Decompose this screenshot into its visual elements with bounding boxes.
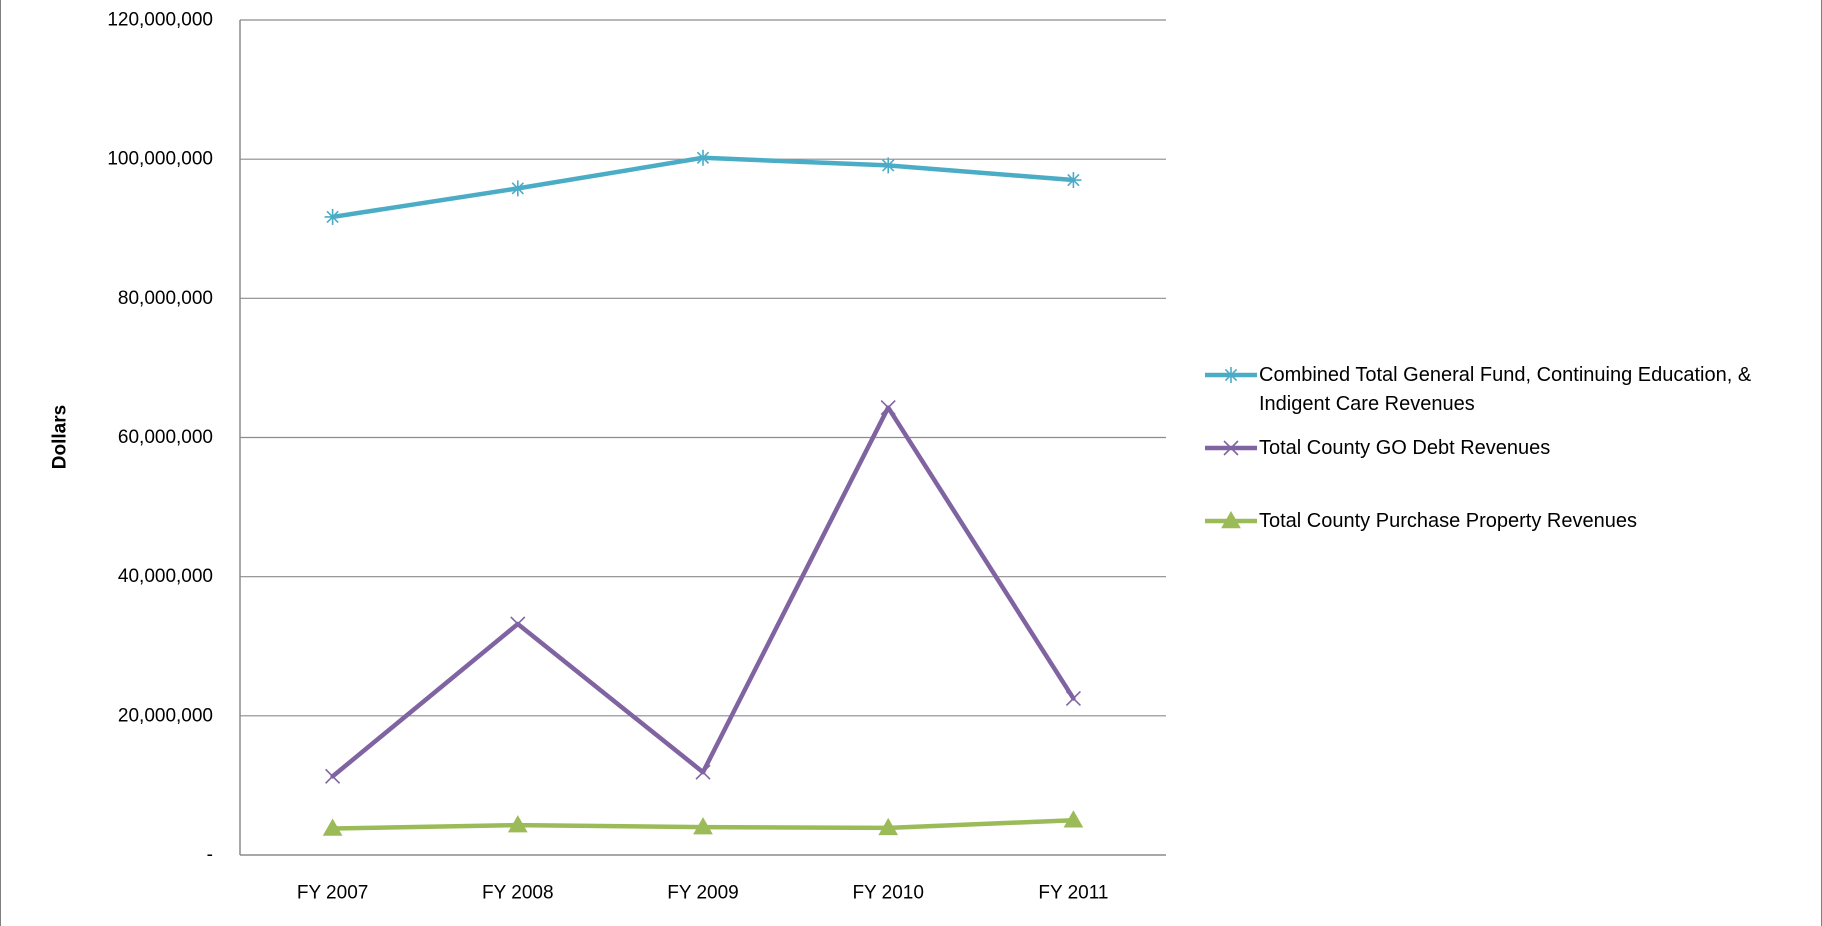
legend-label: Indigent Care Revenues (1259, 393, 1475, 415)
y-tick-labels: - 20,000,000 40,000,000 60,000,000 80,000,00… (107, 10, 213, 866)
y-tick-label: 20,000,000 (118, 705, 213, 726)
legend: Combined Total General Fund, Continuing … (1205, 364, 1752, 532)
x-tick-label: FY 2010 (852, 883, 923, 904)
data-point (322, 818, 343, 836)
y-tick-label: - (207, 845, 213, 866)
series-2 (325, 400, 1081, 784)
legend-marker (1223, 440, 1239, 456)
x-tick-label: FY 2009 (667, 883, 738, 904)
series-line (330, 405, 1076, 779)
series-1 (324, 149, 1082, 225)
data-point (880, 157, 897, 174)
legend-marker (1221, 510, 1241, 529)
data-point (695, 149, 711, 166)
series-lines (322, 149, 1084, 836)
data-point (695, 764, 711, 780)
legend-label: Combined Total General Fund, Continuing … (1259, 364, 1752, 386)
x-tick-label: FY 2011 (1038, 883, 1108, 904)
legend-item: Combined Total General Fund, Continuing … (1205, 364, 1752, 415)
legend-label: Total County Purchase Property Revenues (1259, 510, 1637, 532)
data-point (880, 400, 896, 416)
series-line (330, 155, 1076, 220)
gridlines (240, 19, 1166, 717)
series-3 (322, 810, 1084, 836)
y-tick-label: 120,000,000 (107, 10, 213, 31)
data-point (878, 817, 899, 836)
data-point (324, 208, 341, 225)
data-point (1065, 172, 1082, 189)
x-tick-labels: FY 2007 FY 2008 FY 2009 FY 2010 FY 2011 (297, 883, 1109, 904)
y-tick-label: 40,000,000 (118, 566, 213, 587)
y-tick-label: 60,000,000 (118, 427, 213, 448)
legend-marker (1223, 367, 1239, 383)
data-point (1063, 810, 1084, 828)
axes (239, 20, 1166, 856)
y-tick-label: 100,000,000 (107, 149, 213, 170)
y-tick-label: 80,000,000 (118, 288, 213, 309)
x-tick-label: FY 2007 (297, 883, 368, 904)
data-point (510, 616, 526, 632)
data-point (325, 768, 341, 784)
x-tick-label: FY 2008 (482, 883, 553, 904)
data-point (509, 180, 526, 197)
data-point (693, 817, 713, 835)
y-axis-title: Dollars (50, 405, 71, 469)
legend-label: Total County GO Debt Revenues (1259, 437, 1550, 459)
data-point (1065, 690, 1081, 707)
legend-item: Total County GO Debt Revenues (1205, 437, 1550, 459)
data-point (507, 815, 528, 833)
legend-item: Total County Purchase Property Revenues (1205, 510, 1637, 532)
